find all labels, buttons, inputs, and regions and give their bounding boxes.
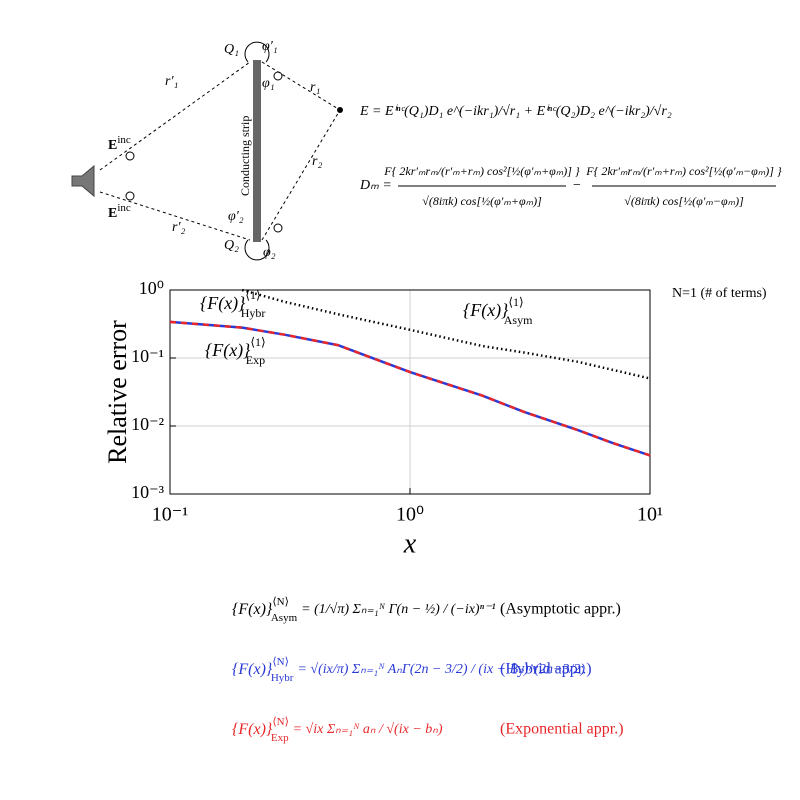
y-tick-label: 10⁰ bbox=[139, 278, 164, 298]
sub: Asym bbox=[271, 612, 298, 624]
label-sup: ⟨1⟩ bbox=[250, 335, 265, 349]
label: Einc bbox=[108, 134, 131, 154]
equation: {F(x)}⟨N⟩ Exp = √ix Σₙ₌₁ᴺ aₙ / √(ix − bₙ) bbox=[232, 716, 443, 744]
bottom-equations: {F(x)}⟨N⟩ Asym= (1/√π) Σₙ₌₁ᴺ Γ(n − ½) / (… bbox=[232, 596, 624, 744]
polarization bbox=[273, 71, 283, 81]
label-base: {F(x)} bbox=[200, 293, 246, 314]
strip-label: Conducting strip bbox=[238, 116, 252, 196]
rhs: = √(ix/π) Σₙ₌₁ᴺ AₙΓ(2n − 3/2) / (ix − Bₙ… bbox=[297, 662, 585, 677]
sup: ⟨N⟩ bbox=[272, 716, 289, 728]
polarization bbox=[125, 191, 135, 201]
x-tick-label: 10⁻¹ bbox=[152, 504, 189, 526]
label: φ₁ bbox=[262, 76, 275, 91]
label: r′₁ bbox=[165, 74, 178, 89]
lhs: {F(x)} bbox=[232, 721, 273, 738]
equation: √(8iπk) cos[½(φ′ₘ+φₘ)] bbox=[422, 194, 542, 208]
sub: Hybr bbox=[271, 672, 294, 684]
series-line bbox=[241, 288, 651, 380]
y-tick-label: 10⁻³ bbox=[131, 482, 165, 502]
y-axis-label: Relative error bbox=[103, 320, 132, 464]
label: E bbox=[108, 206, 117, 221]
observation-point bbox=[337, 107, 343, 113]
lhs: {F(x)} bbox=[232, 661, 273, 678]
rhs: = (1/√π) Σₙ₌₁ᴺ Γ(n − ½) / (−ix)ⁿ⁻¹ bbox=[301, 602, 495, 617]
y-tick-label: 10⁻¹ bbox=[131, 346, 164, 366]
ray bbox=[99, 191, 251, 241]
label: inc bbox=[117, 202, 131, 214]
label-base: {F(x)} bbox=[205, 340, 251, 361]
sup: ⟨N⟩ bbox=[272, 596, 289, 608]
label: E bbox=[108, 138, 117, 153]
label: Q₂ bbox=[224, 238, 239, 253]
label: r₂ bbox=[312, 154, 322, 169]
equation-note: (Asymptotic appr.) bbox=[500, 601, 621, 618]
label: inc bbox=[117, 134, 131, 146]
series-label: {F(x)}⟨1⟩ Asym bbox=[463, 295, 533, 327]
equation: {F(x)}⟨N⟩ Hybr= √(ix/π) Σₙ₌₁ᴺ AₙΓ(2n − 3/… bbox=[232, 656, 585, 684]
x-tick-label: 10⁰ bbox=[396, 504, 424, 526]
ray bbox=[99, 61, 251, 171]
equation-note: (Exponential appr.) bbox=[500, 721, 624, 738]
series-line bbox=[169, 320, 651, 457]
label-sup: ⟨1⟩ bbox=[508, 295, 523, 309]
sub: Exp bbox=[271, 732, 289, 744]
label: φ₂ bbox=[263, 245, 276, 260]
label-sub: Hybr bbox=[241, 306, 266, 320]
equation: − bbox=[572, 178, 581, 193]
equation: F{ 2kr′ₘrₘ/(r′ₘ+rₘ) cos²[½(φ′ₘ−φₘ)] } bbox=[585, 164, 782, 178]
equation: E = Eⁱⁿᶜ(Q₁)D₁ e^(−ikr₁)/√r₁ + Eⁱⁿᶜ(Q₂)D… bbox=[359, 104, 672, 119]
equation: F{ 2kr′ₘrₘ/(r′ₘ+rₘ) cos²[½(φ′ₘ+φₘ)] } bbox=[383, 164, 580, 178]
series-label: {F(x)}⟨1⟩ Hybr bbox=[200, 288, 265, 320]
equation: √(8iπk) cos[½(φ′ₘ−φₘ)] bbox=[624, 194, 744, 208]
x-axis-label: x bbox=[403, 528, 417, 559]
label-sub: Exp bbox=[246, 353, 265, 367]
note: N=1 (# of terms) bbox=[672, 286, 767, 301]
label: r₁ bbox=[310, 80, 320, 95]
series-label: {F(x)}⟨1⟩ Exp bbox=[205, 335, 266, 367]
polarization bbox=[125, 151, 135, 161]
lhs: {F(x)} bbox=[232, 601, 273, 618]
diagram bbox=[71, 41, 343, 261]
y-tick-label: 10⁻² bbox=[131, 414, 164, 434]
label: Einc bbox=[108, 202, 131, 222]
label: φ′₂ bbox=[228, 209, 244, 224]
equation: Dₘ = bbox=[359, 178, 392, 193]
polarization bbox=[273, 223, 283, 233]
angle-arc bbox=[244, 239, 270, 261]
ray bbox=[261, 109, 341, 241]
equation: {F(x)}⟨N⟩ Asym= (1/√π) Σₙ₌₁ᴺ Γ(n − ½) / (… bbox=[232, 596, 496, 624]
label-sup: ⟨1⟩ bbox=[245, 288, 260, 302]
equation-note: (Hybrid appr.) bbox=[500, 661, 592, 678]
diagram-labels: Q₁ Q₂ φ′₁ φ₁ φ′₂ φ₂ r′₁ r₁ r′₂ r₂ Einc E… bbox=[108, 39, 322, 260]
label-sub: Asym bbox=[504, 313, 533, 327]
label: φ′₁ bbox=[262, 39, 278, 54]
angle-arc bbox=[244, 41, 270, 63]
label-base: {F(x)} bbox=[463, 300, 509, 321]
strip bbox=[253, 60, 261, 242]
sup: ⟨N⟩ bbox=[272, 656, 289, 668]
label: Q₁ bbox=[224, 42, 239, 57]
label: r′₂ bbox=[172, 220, 186, 235]
top-equations: E = Eⁱⁿᶜ(Q₁)D₁ e^(−ikr₁)/√r₁ + Eⁱⁿᶜ(Q₂)D… bbox=[359, 104, 782, 208]
x-tick-label: 10¹ bbox=[637, 504, 663, 526]
speaker bbox=[71, 164, 95, 198]
rhs: = √ix Σₙ₌₁ᴺ aₙ / √(ix − bₙ) bbox=[293, 722, 443, 737]
plot-frame bbox=[169, 289, 651, 495]
